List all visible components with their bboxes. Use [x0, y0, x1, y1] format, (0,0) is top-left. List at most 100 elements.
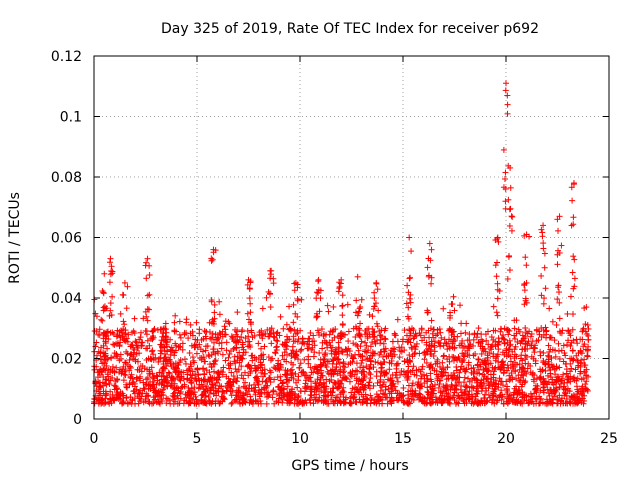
data-point	[499, 349, 506, 356]
x-tick-label: 25	[600, 431, 618, 447]
data-point	[502, 198, 509, 205]
x-tick-label: 10	[291, 431, 309, 447]
data-point	[324, 302, 331, 309]
data-point	[504, 110, 511, 117]
data-point	[268, 267, 275, 274]
data-point	[265, 354, 272, 361]
data-point	[457, 302, 464, 309]
data-point	[181, 356, 188, 363]
x-tick-label: 0	[90, 431, 99, 447]
data-point	[313, 314, 320, 321]
data-point	[272, 349, 279, 356]
data-point	[424, 264, 431, 271]
data-point	[244, 310, 251, 317]
data-point	[373, 368, 380, 375]
data-point	[194, 365, 201, 372]
data-point	[416, 350, 423, 357]
data-point	[451, 397, 458, 404]
data-point	[539, 229, 546, 236]
data-point	[540, 349, 547, 356]
data-point	[245, 362, 252, 369]
data-point	[409, 353, 416, 360]
data-point	[143, 275, 150, 282]
data-point	[234, 309, 241, 316]
data-point	[92, 310, 99, 317]
data-point	[273, 344, 280, 351]
data-point	[186, 350, 193, 357]
data-point	[567, 343, 574, 350]
data-point	[244, 328, 251, 335]
data-point	[143, 259, 150, 266]
data-point	[126, 357, 133, 364]
data-point	[259, 378, 266, 385]
data-point	[462, 329, 469, 336]
data-point	[268, 340, 275, 347]
data-point	[216, 311, 223, 318]
data-point	[522, 324, 529, 331]
grid-lines	[94, 56, 609, 419]
data-point	[504, 101, 511, 108]
data-point	[571, 275, 578, 282]
data-point	[350, 340, 357, 347]
data-point	[502, 169, 509, 176]
data-point	[294, 284, 301, 291]
data-point	[339, 322, 346, 329]
data-point	[579, 326, 586, 333]
y-tick-label: 0	[73, 412, 82, 428]
data-point	[538, 292, 545, 299]
data-point	[377, 360, 384, 367]
data-point	[335, 288, 342, 295]
data-point	[173, 328, 180, 335]
data-point	[97, 356, 104, 363]
data-point	[226, 351, 233, 358]
data-point	[339, 302, 346, 309]
data-point	[225, 354, 232, 361]
data-point	[401, 327, 408, 334]
data-point	[316, 349, 323, 356]
data-point	[247, 309, 254, 316]
data-point	[508, 213, 515, 220]
data-point	[106, 259, 113, 266]
data-point	[367, 400, 374, 407]
data-point	[394, 316, 401, 323]
data-point	[226, 320, 233, 327]
data-point	[463, 382, 470, 389]
data-point	[492, 262, 499, 269]
data-point	[466, 331, 473, 338]
data-point	[441, 352, 448, 359]
data-point	[139, 339, 146, 346]
data-point	[156, 355, 163, 362]
data-point	[490, 303, 497, 310]
data-point	[505, 196, 512, 203]
data-point	[375, 359, 382, 366]
data-point	[494, 280, 501, 287]
data-point	[221, 323, 228, 330]
data-point	[279, 352, 286, 359]
data-point	[211, 301, 218, 308]
data-point	[236, 349, 243, 356]
data-point	[569, 326, 576, 333]
data-point	[193, 350, 200, 357]
data-point	[122, 372, 129, 379]
data-point	[336, 283, 343, 290]
data-point	[219, 351, 226, 358]
data-point	[188, 342, 195, 349]
data-point	[193, 319, 200, 326]
data-point	[355, 308, 362, 315]
data-point	[540, 300, 547, 307]
data-point	[322, 350, 329, 357]
data-point	[259, 305, 266, 312]
data-point	[561, 386, 568, 393]
data-point	[538, 272, 545, 279]
data-point	[556, 355, 563, 362]
data-point	[93, 313, 100, 320]
data-point	[541, 295, 548, 302]
data-point	[567, 293, 574, 300]
data-point	[507, 358, 514, 365]
data-point	[339, 292, 346, 299]
data-point	[393, 361, 400, 368]
data-point	[537, 348, 544, 355]
data-point	[99, 317, 106, 324]
data-point	[352, 367, 359, 374]
data-point	[259, 335, 266, 342]
